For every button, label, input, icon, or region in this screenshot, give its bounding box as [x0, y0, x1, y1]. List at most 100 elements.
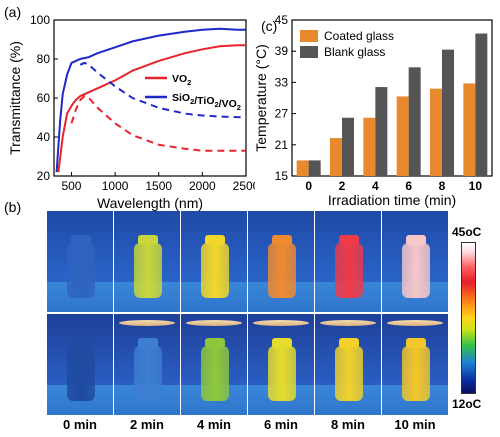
y-tick-label: 27: [275, 107, 289, 121]
bottle: [134, 243, 162, 298]
x-axis-label: Wavelength (nm): [97, 195, 203, 211]
bottle-neck: [339, 235, 359, 245]
bottle: [335, 243, 363, 298]
bottle-neck: [406, 338, 426, 348]
bottle-neck: [138, 338, 158, 348]
bottle-neck: [71, 235, 91, 245]
bar-coated: [463, 83, 476, 176]
bar-blank: [375, 87, 388, 176]
bottle-neck: [339, 338, 359, 348]
x-tick-label: 1000: [102, 179, 129, 193]
bottle: [67, 346, 95, 401]
legend-entry: VO2: [172, 73, 191, 87]
glass-cover: [253, 320, 309, 326]
y-axis-label: Temperature (°C): [253, 44, 269, 152]
series-line-1: [70, 94, 246, 152]
thermal-image: [248, 211, 314, 312]
thermal-image: [114, 314, 180, 415]
y-tick-label: 80: [37, 52, 51, 66]
bottle: [201, 346, 229, 401]
y-tick-label: 60: [37, 91, 51, 105]
glass-cover: [387, 320, 443, 326]
transmittance-chart: 500 1000 1500 2000 2500 20 40 60 80 100 Wavelength…: [7, 13, 255, 211]
x-tick-label: 2500: [233, 179, 255, 193]
thermal-image: [382, 314, 448, 415]
y-tick-label: 100: [30, 13, 50, 27]
x-tick-label: 10: [469, 179, 483, 193]
y-tick-label: 40: [37, 130, 51, 144]
time-label: 0 min: [63, 417, 97, 432]
y-tick-label: 21: [275, 138, 289, 152]
bar-blank: [342, 117, 354, 176]
panel-c-label: (c): [261, 18, 278, 34]
x-tick-label: 2: [339, 179, 346, 193]
legend-swatch: [300, 30, 318, 42]
bottle-neck: [406, 235, 426, 245]
time-label: 6 min: [264, 417, 298, 432]
x-tick-label: 6: [405, 179, 412, 193]
colorbar-min-label: 12oC: [452, 397, 482, 411]
bottle: [201, 243, 229, 298]
glass-cover: [119, 320, 175, 326]
time-label: 4 min: [197, 417, 231, 432]
thermal-image: [315, 314, 381, 415]
thermal-image: [114, 211, 180, 312]
thermal-image: [181, 314, 247, 415]
x-tick-label: 0: [305, 179, 312, 193]
y-tick-label: 45: [275, 13, 289, 27]
thermal-image: [315, 211, 381, 312]
y-tick-label: 15: [275, 169, 289, 183]
legend-entry: Blank glass: [324, 45, 385, 59]
series-line-0: [57, 44, 246, 173]
x-tick-label: 500: [61, 179, 81, 193]
temperature-bar-chart: 15 21 27 33 39 45 0 2 4 6 8 10 Irradiation time (min…: [253, 13, 493, 208]
time-label: 8 min: [331, 417, 365, 432]
colorbar-max-label: 45oC: [452, 225, 482, 239]
bar-coated: [396, 96, 409, 176]
bottle-neck: [138, 235, 158, 245]
time-label: 2 min: [130, 417, 164, 432]
panel-b-label: (b): [4, 199, 22, 215]
bar-coated: [296, 160, 309, 176]
bottle: [134, 346, 162, 401]
series-line-3: [79, 61, 247, 119]
glass-cover: [186, 320, 242, 326]
bar-coated: [363, 117, 376, 176]
x-tick-label: 2000: [189, 179, 216, 193]
y-tick-label: 39: [275, 44, 289, 58]
plot-frame: [291, 19, 493, 177]
bottle-neck: [71, 338, 91, 348]
x-tick-label: 1500: [145, 179, 172, 193]
time-label: 10 min: [394, 417, 436, 432]
thermal-image-grid: [47, 211, 448, 416]
y-tick-label: 33: [275, 75, 289, 89]
legend-entry: SiO2/TiO2/VO2: [172, 92, 241, 112]
bottle: [268, 346, 296, 401]
bottle-neck: [205, 235, 225, 245]
bottle: [402, 243, 430, 298]
bottle: [67, 243, 95, 298]
thermal-image: [382, 211, 448, 312]
x-axis-label: Irradiation time (min): [328, 192, 456, 208]
thermal-image: [248, 314, 314, 415]
legend-entry: Coated glass: [324, 29, 394, 43]
bar-blank: [475, 33, 488, 176]
bar-coated: [330, 138, 342, 176]
panel-a-label: (a): [4, 4, 22, 20]
bar-blank: [308, 160, 321, 176]
thermal-image: [181, 211, 247, 312]
x-tick-label: 4: [372, 179, 379, 193]
glass-cover: [320, 320, 376, 326]
bottle-neck: [205, 338, 225, 348]
y-axis-label: Transmittance (%): [7, 41, 23, 155]
bar-coated: [430, 88, 442, 176]
bottle-neck: [272, 235, 292, 245]
x-tick-label: 8: [439, 179, 446, 193]
y-tick-label: 20: [37, 169, 51, 183]
bottle: [402, 346, 430, 401]
bar-blank: [442, 49, 454, 176]
bottle-neck: [272, 338, 292, 348]
legend-swatch: [300, 46, 318, 58]
bar-blank: [408, 67, 421, 176]
series-line-2: [55, 27, 246, 173]
